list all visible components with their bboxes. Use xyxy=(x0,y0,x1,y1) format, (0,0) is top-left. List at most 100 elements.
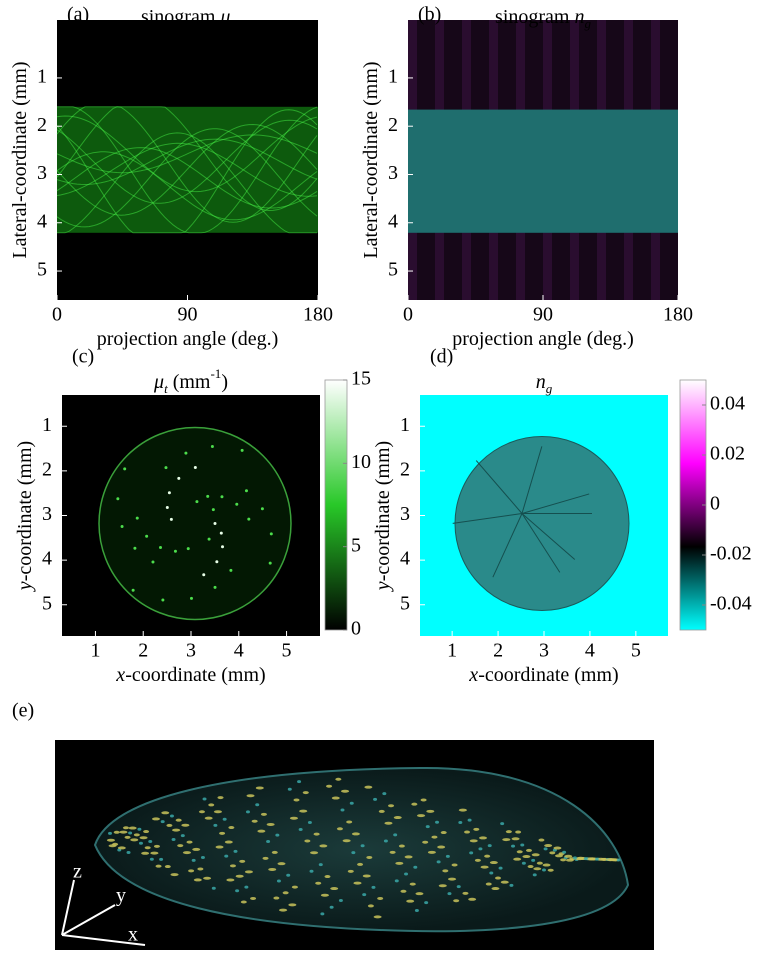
y-tick-label: 4 xyxy=(400,548,410,570)
speck xyxy=(367,904,374,908)
x-tick-label: 3 xyxy=(186,640,196,662)
speck xyxy=(226,878,235,882)
speck xyxy=(479,836,488,840)
speck xyxy=(413,865,418,869)
speckle xyxy=(151,560,155,564)
speck xyxy=(417,814,426,818)
speck xyxy=(320,912,325,916)
sinogram-trace xyxy=(56,151,318,221)
speck xyxy=(287,787,292,791)
speck xyxy=(414,908,419,912)
speck xyxy=(139,836,148,840)
speck xyxy=(279,908,288,912)
speck xyxy=(515,830,522,834)
speck xyxy=(224,840,233,844)
speck xyxy=(467,818,472,822)
speckle xyxy=(135,516,139,520)
speck xyxy=(464,830,471,834)
y-axis-label-part: -coordinate (mm) xyxy=(372,441,394,582)
y-axis-label: Lateral-coordinate (mm) xyxy=(360,61,382,258)
speck xyxy=(155,864,162,868)
speckle xyxy=(235,502,239,506)
speckle xyxy=(213,585,217,589)
x-axis-label: projection angle (deg.) xyxy=(97,328,279,350)
speck xyxy=(318,863,323,867)
x-tick-label: 180 xyxy=(663,304,693,326)
speck xyxy=(509,883,514,887)
chart-title-part: n xyxy=(574,6,584,28)
streak xyxy=(475,460,523,514)
sinogram-trace xyxy=(56,138,318,186)
speck xyxy=(137,827,142,831)
speck xyxy=(522,855,531,859)
speck xyxy=(149,857,154,861)
speck xyxy=(148,840,153,844)
streak xyxy=(521,513,561,573)
sinogram-trace xyxy=(56,109,318,234)
sinogram-trace xyxy=(57,106,318,234)
speck xyxy=(525,848,532,852)
sinogram-band xyxy=(408,109,678,233)
speck xyxy=(219,831,226,835)
colorbar xyxy=(324,379,348,631)
streak xyxy=(521,493,590,514)
y-tick-label: 1 xyxy=(42,414,52,436)
chart-title-part: ) xyxy=(221,371,228,393)
speck xyxy=(527,865,534,869)
x-axis-label-part: x xyxy=(115,664,125,686)
speck xyxy=(583,857,588,861)
panel-label: (a) xyxy=(67,4,89,26)
colorbar xyxy=(679,379,707,631)
chart-title: ng xyxy=(536,371,553,397)
speck xyxy=(594,857,599,861)
speck xyxy=(474,858,481,862)
chart-title: sinogram ng xyxy=(495,6,591,32)
speck xyxy=(262,856,269,860)
speck xyxy=(478,847,483,851)
axis-label: x xyxy=(128,924,138,946)
speckle xyxy=(186,547,190,551)
speck xyxy=(383,839,388,843)
x-axis-label-part: projection angle (deg.) xyxy=(452,328,634,350)
x-axis-label-part: projection angle (deg.) xyxy=(97,328,279,350)
speck xyxy=(362,893,367,897)
speck xyxy=(197,867,204,871)
speck xyxy=(198,810,205,814)
speck xyxy=(562,850,567,854)
sinogram-band xyxy=(57,106,318,233)
speck xyxy=(228,826,235,830)
speck xyxy=(366,855,373,859)
speck xyxy=(286,873,291,877)
speck xyxy=(500,880,509,884)
speck xyxy=(233,849,238,853)
speck xyxy=(426,809,435,813)
speck xyxy=(235,874,244,878)
speck xyxy=(164,865,171,869)
speck xyxy=(160,820,165,824)
speck xyxy=(442,869,449,873)
speck xyxy=(166,823,173,827)
speckle xyxy=(165,505,169,509)
y-tick-label: 3 xyxy=(37,162,47,184)
speckle xyxy=(240,448,244,452)
x-tick-label: 180 xyxy=(303,304,333,326)
speck xyxy=(411,802,418,806)
x-tick-label: 90 xyxy=(533,304,553,326)
speck xyxy=(298,827,303,831)
speck xyxy=(373,797,378,801)
chart-title: sinogram μt xyxy=(141,6,234,32)
y-tick-label: 2 xyxy=(42,458,52,480)
speck xyxy=(491,887,500,891)
speckle xyxy=(210,444,214,448)
speck xyxy=(431,835,438,839)
speck xyxy=(324,875,331,879)
speck xyxy=(384,821,393,825)
speck xyxy=(271,850,278,854)
speck xyxy=(543,847,548,851)
x-tick-label: 4 xyxy=(234,640,244,662)
speck xyxy=(458,808,467,812)
sinogram-trace xyxy=(56,128,318,228)
speck xyxy=(342,839,351,843)
y-tick-label: 2 xyxy=(400,458,410,480)
speck xyxy=(222,817,227,821)
